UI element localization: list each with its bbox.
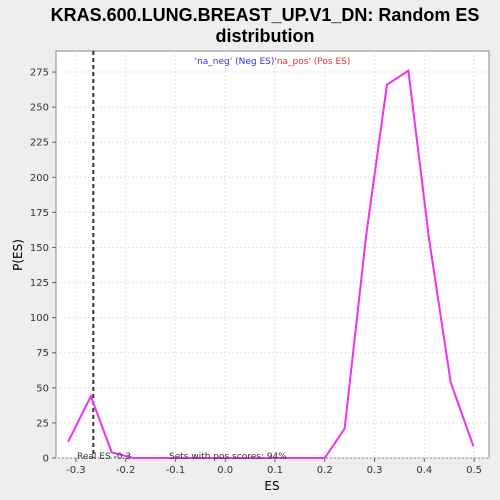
chart-title-line1: KRAS.600.LUNG.BREAST_UP.V1_DN: Random ES <box>51 5 480 25</box>
data-point <box>428 239 431 242</box>
data-point <box>154 457 157 459</box>
data-point <box>67 440 70 443</box>
data-point <box>174 457 177 459</box>
x-axis-label: ES <box>264 479 279 493</box>
y-tick-label: 225 <box>30 138 49 149</box>
data-point <box>224 457 227 459</box>
y-tick-label: 175 <box>30 208 49 219</box>
x-tick-label: 0.3 <box>367 465 383 476</box>
y-tick-label: 150 <box>30 243 49 254</box>
y-tick-label: 0 <box>43 454 49 465</box>
y-tick-label: 25 <box>36 418 49 429</box>
x-tick-label: -0.1 <box>166 465 186 476</box>
plot-area <box>55 50 490 459</box>
y-axis-label: P(ES) <box>11 239 25 271</box>
data-point <box>365 235 368 238</box>
data-point <box>343 427 346 430</box>
x-tick-label: -0.3 <box>66 465 86 476</box>
y-tick-label: 50 <box>36 383 49 394</box>
legend-entry-pos: 'na_pos' (Pos ES) <box>274 57 350 67</box>
legend-entry-neg: 'na_neg' (Neg ES) <box>195 57 275 67</box>
y-tick-label: 100 <box>30 313 49 324</box>
x-tick-label: 0.2 <box>317 465 333 476</box>
grid-lines <box>56 51 489 459</box>
data-point <box>273 457 276 459</box>
x-tick-label: 0.5 <box>466 465 482 476</box>
x-axis-ticks: -0.3 -0.2 -0.1 0.0 0.1 0.2 0.3 0.4 0.5 <box>66 458 482 476</box>
y-tick-label: 275 <box>30 68 49 79</box>
data-point <box>89 395 92 398</box>
data-point <box>449 381 452 384</box>
y-tick-label: 75 <box>36 348 49 359</box>
x-tick-label: 0.4 <box>416 465 432 476</box>
y-tick-label: 250 <box>30 103 49 114</box>
y-axis-ticks: 0 25 50 75 100 125 150 175 200 225 250 275 <box>30 68 56 465</box>
data-point <box>385 83 388 86</box>
x-tick-label: -0.2 <box>116 465 136 476</box>
x-tick-label: 0.1 <box>267 465 283 476</box>
pos-scores-annotation: Sets with pos scores: 94% <box>169 452 287 462</box>
chart-title-line2: distribution <box>216 26 315 46</box>
data-point <box>132 457 135 459</box>
series-line <box>67 68 475 459</box>
data-point <box>472 444 475 447</box>
x-tick-label: 0.0 <box>217 465 233 476</box>
real-es-annotation: Real ES -0.3 <box>77 452 131 462</box>
y-tick-label: 125 <box>30 278 49 289</box>
data-point <box>407 69 410 72</box>
y-tick-label: 200 <box>30 173 49 184</box>
data-point <box>110 451 113 454</box>
series-group <box>67 68 475 459</box>
data-point <box>323 457 326 459</box>
